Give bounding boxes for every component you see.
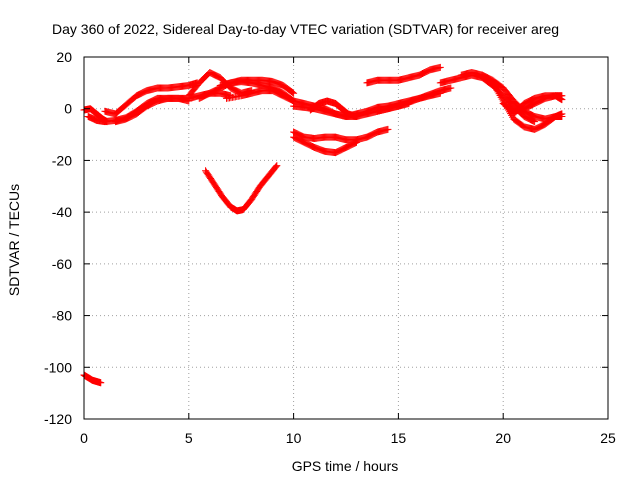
data-point [436, 63, 444, 71]
series-arc-g [216, 76, 298, 97]
data-point [384, 125, 392, 133]
data-point [493, 86, 501, 94]
data-point [492, 84, 500, 92]
x-tick-label: 25 [600, 430, 616, 446]
data-point [490, 81, 498, 89]
series-arc-m [290, 125, 392, 144]
data-point [498, 95, 506, 103]
y-tick-label: 20 [56, 49, 72, 65]
data-point [489, 79, 497, 87]
y-tick-label: -40 [52, 204, 72, 220]
grid-lines [84, 57, 608, 419]
data-point [352, 138, 360, 146]
data-point [351, 139, 359, 147]
data-point [273, 162, 281, 170]
tick-marks [83, 56, 609, 420]
series-arc-l [363, 63, 444, 87]
data-point [491, 82, 499, 90]
data-point [289, 88, 297, 96]
data-point [558, 96, 566, 104]
data-point [558, 110, 566, 118]
series-arc-n [290, 133, 360, 157]
x-tick-label: 15 [391, 430, 407, 446]
series-arc-t [510, 92, 566, 118]
series-arc-d [84, 94, 193, 126]
x-axis-title: GPS time / hours [292, 458, 399, 474]
data-point [496, 92, 504, 100]
series-arc-j [306, 97, 360, 120]
series-arc-r [478, 71, 566, 133]
data-points-layer [80, 63, 566, 387]
y-axis-title: SDTVAR / TECUs [6, 184, 22, 296]
x-tick-labels: 0 5 10 15 20 25 [80, 430, 616, 446]
x-tick-label: 10 [286, 430, 302, 446]
data-point [495, 90, 503, 98]
series-arc-b [101, 79, 201, 118]
series-arc-o [202, 162, 281, 215]
y-tick-label: -120 [44, 411, 72, 427]
data-point [290, 89, 298, 97]
y-tick-label: 0 [64, 101, 72, 117]
data-point [352, 112, 360, 120]
series-arc-k [373, 84, 455, 115]
data-point [97, 379, 105, 387]
data-point [447, 84, 455, 92]
y-tick-labels: 20 0 -20 -40 -60 -80 -100 -120 [44, 49, 72, 427]
chart-title: Day 360 of 2022, Sidereal Day-to-day VTE… [52, 21, 559, 37]
data-point [272, 163, 280, 171]
x-tick-label: 0 [80, 430, 88, 446]
data-point [494, 88, 502, 96]
y-tick-label: -20 [52, 152, 72, 168]
plot-frame [83, 56, 609, 420]
y-tick-label: -80 [52, 308, 72, 324]
x-tick-label: 20 [495, 430, 511, 446]
x-tick-label: 5 [185, 430, 193, 446]
y-tick-label: -60 [52, 256, 72, 272]
y-tick-label: -100 [44, 359, 72, 375]
data-point [497, 93, 505, 101]
